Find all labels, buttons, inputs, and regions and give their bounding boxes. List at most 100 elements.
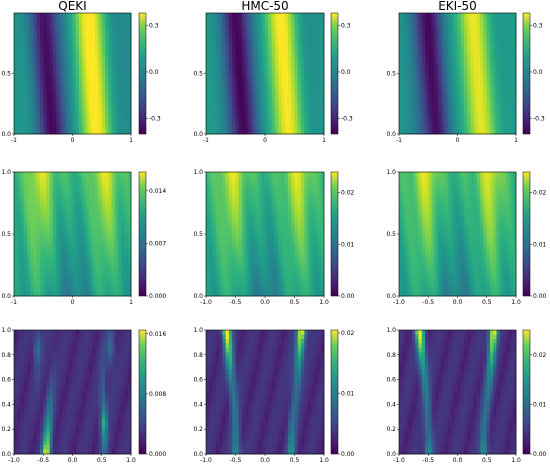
heatmap-cell [486, 69, 491, 74]
heatmap-cell [294, 256, 299, 261]
heatmap-cell [17, 172, 21, 177]
heatmap-cell [405, 47, 410, 53]
heatmap-cell [127, 194, 132, 199]
heatmap-cell [92, 86, 96, 92]
heatmap-cell [301, 108, 305, 113]
heatmap-cell [314, 56, 318, 61]
heatmap-cell [467, 17, 471, 23]
heatmap-cell [294, 17, 299, 23]
heatmap-cell [101, 242, 106, 248]
heatmap-cell [53, 189, 57, 195]
heatmap-cell [278, 103, 282, 109]
heatmap-cell [291, 260, 295, 266]
heatmap-cell [114, 242, 119, 248]
heatmap-cell [20, 38, 25, 44]
heatmap-cell [36, 116, 41, 122]
heatmap-cell [245, 269, 250, 275]
heatmap-cell [444, 121, 449, 126]
heatmap-cell [457, 21, 462, 27]
heatmap-cell [228, 247, 233, 253]
heatmap-cell [124, 95, 129, 100]
heatmap-cell [124, 265, 129, 270]
heatmap-cell [506, 47, 510, 53]
heatmap-cell [33, 216, 38, 222]
heatmap-cell [412, 129, 416, 135]
heatmap-cell [278, 247, 282, 253]
heatmap-cell [467, 64, 471, 70]
heatmap-cell [212, 51, 217, 57]
heatmap-cell [111, 287, 116, 292]
heatmap-cell [232, 17, 236, 23]
heatmap-cell [79, 198, 83, 204]
heatmap-cell [255, 251, 259, 257]
heatmap-cell [415, 125, 419, 131]
heatmap-cell [310, 251, 315, 257]
heatmap-cell [304, 60, 309, 66]
heatmap-cell [108, 38, 112, 44]
heatmap-cell [212, 211, 217, 217]
heatmap-cell [219, 82, 223, 87]
heatmap-cell [79, 112, 83, 118]
heatmap-cell [33, 17, 38, 23]
heatmap-cell [222, 229, 227, 235]
heatmap-cell [477, 69, 481, 74]
heatmap-cell [265, 247, 269, 253]
heatmap-cell [268, 211, 272, 217]
heatmap-cell [85, 256, 90, 261]
heatmap-cell [66, 34, 70, 40]
heatmap-cell [212, 238, 217, 244]
heatmap-cell [212, 176, 217, 182]
heatmap-cell [88, 69, 93, 74]
heatmap-cell [320, 125, 325, 131]
heatmap-cell [92, 17, 96, 23]
heatmap-cell [59, 176, 64, 182]
heatmap-cell [23, 176, 28, 182]
heatmap-cell [255, 17, 259, 23]
heatmap-cell [473, 108, 478, 113]
heatmap-cell [499, 43, 504, 48]
heatmap-cell [301, 220, 305, 226]
heatmap-cell [493, 129, 497, 135]
heatmap-cell [258, 21, 263, 27]
heatmap-cell [43, 99, 47, 105]
heatmap-cell [486, 86, 491, 92]
heatmap-cell [255, 198, 259, 204]
heatmap-cell [470, 64, 475, 70]
heatmap-cell [27, 90, 31, 96]
heatmap-cell [108, 278, 112, 284]
heatmap-cell [105, 291, 109, 297]
heatmap-cell [33, 220, 38, 226]
heatmap-cell [111, 278, 116, 284]
heatmap-cell [255, 247, 259, 253]
heatmap-cell [232, 234, 236, 239]
heatmap-cell [127, 198, 132, 204]
heatmap-cell [72, 189, 77, 195]
x-tick-label: -1 [396, 137, 402, 144]
heatmap-cell [43, 121, 47, 126]
heatmap-cell [75, 30, 80, 36]
heatmap-cell [33, 103, 38, 109]
heatmap-cell [36, 216, 41, 222]
heatmap-cell [206, 86, 210, 92]
heatmap-cell [294, 129, 299, 135]
heatmap-cell [265, 13, 269, 18]
heatmap-cell [59, 207, 64, 213]
heatmap-cell [127, 47, 132, 53]
heatmap-cell [460, 112, 465, 118]
heatmap-cell [56, 38, 60, 44]
heatmap-cell [59, 225, 64, 230]
heatmap-cell [255, 21, 259, 27]
heatmap-cell [441, 99, 445, 105]
heatmap-cell [255, 176, 259, 182]
heatmap-cell [412, 86, 416, 92]
heatmap-cell [412, 125, 416, 131]
heatmap-cell [470, 43, 475, 48]
heatmap-cell [82, 242, 86, 248]
heatmap-cell [111, 185, 116, 191]
heatmap-cell [101, 269, 106, 275]
heatmap-cell [425, 99, 429, 105]
heatmap-cell [33, 234, 38, 239]
heatmap-cell [265, 180, 269, 186]
heatmap-cell [490, 73, 494, 79]
